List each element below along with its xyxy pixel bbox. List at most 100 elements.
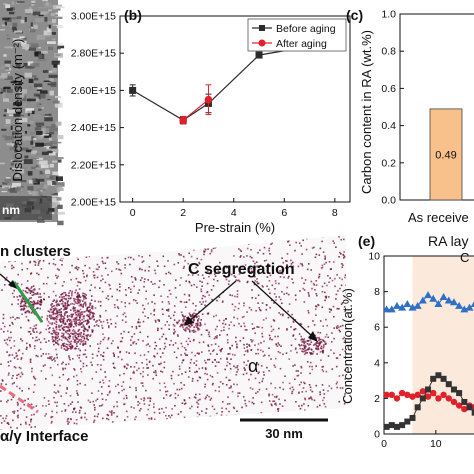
carbon-atom (67, 297, 70, 300)
carbon-atom (106, 347, 109, 349)
tem-grain (38, 191, 43, 196)
carbon-atom (169, 395, 171, 397)
carbon-atom (16, 404, 19, 407)
carbon-atom (72, 411, 74, 413)
carbon-atom (142, 304, 144, 307)
carbon-atom (281, 415, 284, 417)
carbon-atom (343, 399, 346, 402)
carbon-atom (171, 244, 173, 246)
carbon-atom (66, 418, 69, 421)
tem-grain (14, 87, 21, 92)
carbon-atom (82, 324, 84, 326)
carbon-atom (70, 297, 72, 299)
carbon-atom (110, 342, 113, 345)
carbon-atom (252, 397, 254, 399)
data-point (439, 292, 448, 300)
tem-grain (15, 152, 21, 155)
carbon-atom (183, 293, 186, 296)
carbon-atom (307, 325, 310, 328)
carbon-atom (153, 235, 155, 238)
carbon-atom (320, 340, 323, 343)
carbon-atom (316, 347, 318, 350)
carbon-atom (16, 385, 18, 388)
carbon-atom (334, 277, 336, 280)
carbon-atom (71, 244, 73, 246)
carbon-atom (34, 292, 36, 295)
carbon-atom (45, 341, 47, 343)
tem-grain (44, 17, 48, 22)
carbon-atom (226, 361, 229, 364)
carbon-atom (76, 345, 78, 347)
carbon-atom (220, 349, 222, 351)
data-point (409, 393, 416, 400)
carbon-atom (197, 329, 199, 331)
carbon-atom (63, 314, 66, 316)
tem-grain (19, 36, 25, 38)
carbon-atom (84, 416, 86, 419)
carbon-atom (56, 401, 58, 404)
carbon-atom (233, 324, 235, 327)
carbon-atom (51, 416, 54, 418)
carbon-atom (202, 294, 204, 297)
carbon-atom (294, 348, 297, 351)
carbon-atom (292, 281, 294, 284)
panel-label-b: (b) (124, 7, 142, 23)
carbon-atom (31, 286, 33, 288)
carbon-atom (292, 265, 295, 268)
carbon-atom (304, 382, 306, 385)
carbon-atom (7, 399, 9, 402)
carbon-atom (48, 357, 51, 360)
carbon-atom (115, 268, 118, 270)
carbon-atom (111, 295, 113, 298)
carbon-atom (199, 398, 201, 401)
carbon-atom (272, 328, 275, 331)
carbon-atom (343, 336, 346, 339)
tem-grain (49, 202, 56, 208)
carbon-atom (315, 344, 318, 347)
data-point (399, 422, 406, 429)
carbon-atom (93, 325, 96, 327)
carbon-atom (248, 243, 250, 245)
carbon-atom (204, 372, 206, 375)
carbon-atom (276, 345, 279, 347)
carbon-atom (89, 302, 91, 305)
carbon-atom (78, 322, 81, 324)
carbon-atom (78, 357, 80, 359)
carbon-atom (182, 359, 184, 362)
carbon-atom (58, 328, 61, 331)
tem-grain (32, 11, 41, 16)
carbon-atom (298, 333, 301, 335)
carbon-atom (333, 315, 335, 318)
carbon-atom (180, 277, 182, 279)
tem-grain (28, 78, 34, 83)
carbon-atom (93, 274, 96, 277)
carbon-atom (158, 280, 161, 282)
carbon-atom (77, 324, 80, 326)
carbon-atom (324, 291, 326, 294)
carbon-atom (83, 295, 86, 297)
carbon-atom (200, 288, 202, 291)
carbon-atom (39, 303, 41, 305)
carbon-atom (72, 326, 75, 328)
carbon-atom (77, 319, 79, 321)
y-axis-label: Concentration(at.%) (340, 288, 355, 404)
carbon-atom (290, 259, 292, 262)
carbon-atom (338, 400, 341, 403)
carbon-atom (83, 317, 85, 320)
carbon-atom (184, 318, 186, 321)
carbon-atom (169, 272, 172, 275)
carbon-atom (257, 372, 260, 375)
carbon-atom (51, 356, 53, 358)
carbon-atom (133, 285, 135, 288)
carbon-atom (193, 362, 195, 364)
carbon-atom (63, 304, 66, 307)
tem-grain (13, 102, 22, 106)
tem-grain (31, 166, 37, 170)
carbon-atom (304, 341, 307, 343)
carbon-atom (138, 268, 141, 271)
carbon-atom (314, 308, 317, 310)
carbon-atom (140, 240, 143, 242)
carbon-atom (69, 320, 71, 322)
carbon-atom (61, 285, 64, 287)
carbon-atom (32, 285, 35, 287)
